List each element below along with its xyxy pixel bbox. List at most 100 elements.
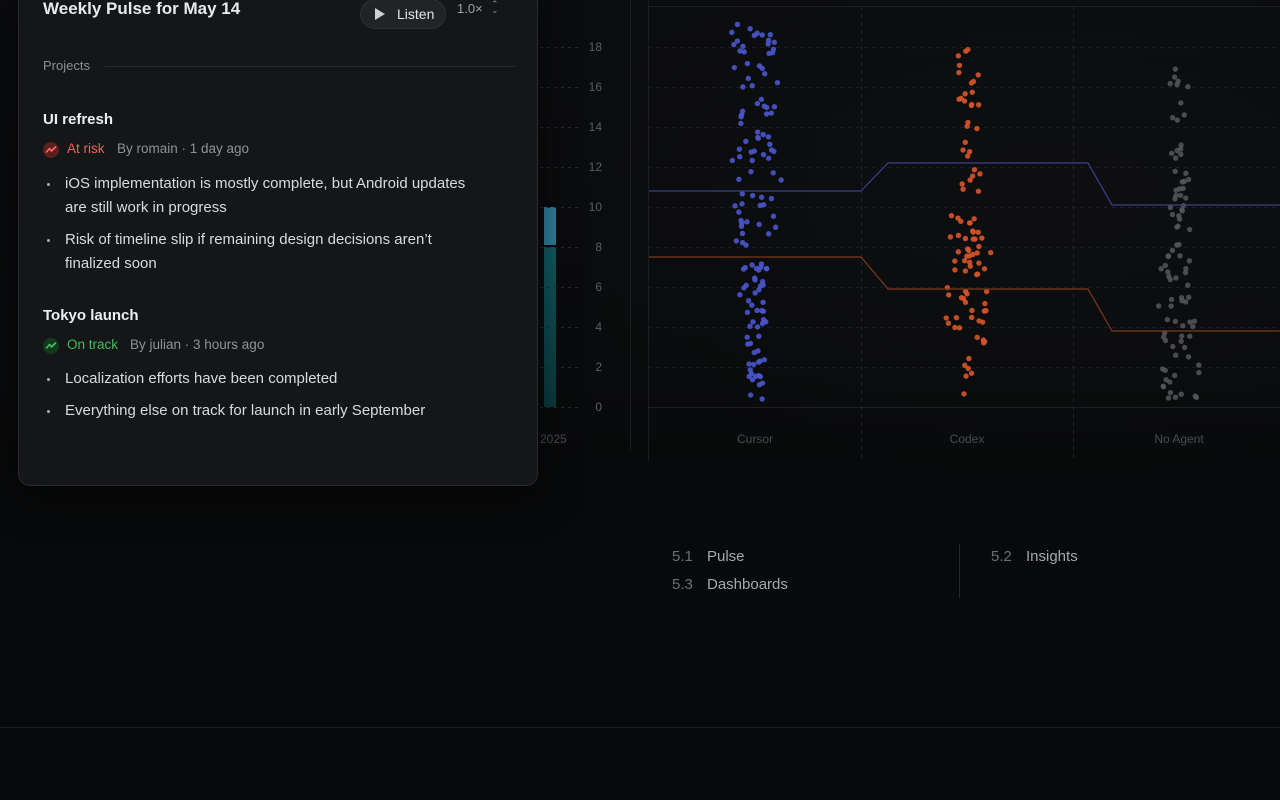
scatter-point [1158, 266, 1164, 272]
scatter-point [771, 104, 778, 110]
project-name[interactable]: Tokyo launch [43, 307, 139, 324]
scatter-point [960, 186, 966, 192]
scatter-point [1177, 253, 1183, 259]
scatter-point [749, 82, 755, 89]
chevron-up-down-icon[interactable]: ⌃ ⌄ [491, 0, 499, 15]
bullet-dot [47, 183, 50, 186]
project-name[interactable]: UI refresh [43, 111, 114, 128]
scatter-point [1172, 352, 1179, 358]
scatter-point [971, 216, 977, 222]
scatter-point [749, 157, 755, 164]
scatter-point [770, 213, 777, 219]
scatter-point [952, 324, 958, 331]
scatter-point [754, 100, 761, 107]
partial-x-label: 2025 [540, 432, 567, 446]
play-icon [375, 8, 385, 20]
scatter-point [972, 236, 978, 242]
scatter-point [1185, 294, 1192, 301]
scatter-point [968, 102, 975, 109]
scatter-point [744, 309, 751, 315]
scatter-point [736, 176, 742, 183]
scatter-point [1178, 142, 1184, 148]
scatter-point [739, 201, 745, 207]
scatter-point [1176, 216, 1183, 222]
scatter-point [1180, 185, 1186, 192]
scatter-point [1165, 269, 1171, 275]
scatter-point [1185, 176, 1192, 183]
scatter-point [1170, 343, 1176, 350]
scatter-point [771, 39, 778, 45]
playback-speed-select[interactable]: 1.0× [457, 1, 483, 16]
scatter-point [956, 69, 962, 76]
scatter-point [747, 367, 753, 373]
scatter-point [1169, 115, 1176, 121]
scatter-point [969, 89, 975, 95]
scatter-point [952, 258, 958, 264]
scatter-point [757, 358, 763, 364]
scatter-point [756, 63, 763, 69]
scatter-point [745, 341, 751, 347]
scatter-point [965, 365, 971, 372]
scatter-point [1181, 178, 1187, 185]
scatter-point [975, 102, 982, 108]
scatter-point [962, 235, 969, 242]
y-tick-label: 6 [595, 280, 602, 294]
status-badge: On track [67, 337, 119, 352]
scatter-point [736, 209, 742, 215]
scatter-point [751, 361, 757, 368]
scatter-point [1162, 262, 1169, 269]
scatter-point [987, 249, 994, 256]
scatter-point [968, 370, 975, 376]
scatter-point [752, 290, 758, 296]
nav-link-insights[interactable]: Insights [1026, 548, 1078, 565]
weekly-pulse-panel: Weekly Pulse for May 14 Listen 1.0× ⌃ ⌄ P… [18, 0, 538, 486]
scatter-point [1180, 323, 1186, 329]
scatter-point [759, 380, 766, 386]
background-glow [520, 0, 1280, 480]
scatter-point [756, 221, 762, 228]
scatter-point [756, 333, 762, 339]
scatter-point [745, 298, 752, 304]
scatter-point [974, 125, 980, 132]
scatter-point [1179, 206, 1185, 213]
scatter-point [754, 307, 760, 314]
scatter-point [1181, 344, 1188, 351]
scatter-point [1185, 354, 1192, 360]
scatter-point [967, 259, 973, 266]
scatter-point [1165, 253, 1172, 259]
y-tick-label: 0 [595, 400, 602, 414]
scatter-point [983, 307, 989, 314]
y-tick-label: 12 [588, 160, 602, 174]
scatter-point [962, 268, 969, 274]
scatter-point [765, 155, 772, 161]
scatter-point [1187, 333, 1193, 339]
scatter-point [751, 349, 757, 356]
scatter-point [943, 315, 949, 321]
scatter-point [1166, 273, 1172, 280]
scatter-point [764, 104, 770, 111]
scatter-point [1167, 80, 1173, 87]
plot-top-edge [648, 6, 1280, 7]
scatter-point [744, 60, 751, 67]
section-divider [105, 66, 515, 67]
scatter-point [964, 246, 971, 252]
scatter-point [1168, 303, 1174, 309]
scatter-point [1172, 394, 1179, 400]
scatter-point [968, 80, 975, 86]
scatter-point [956, 96, 962, 102]
status-badge: At risk [67, 141, 105, 156]
scatter-point [761, 357, 768, 363]
scatter-point [731, 64, 738, 71]
scatter-point [740, 84, 746, 90]
nav-link-dashboards[interactable]: Dashboards [707, 576, 788, 593]
scatter-point [1169, 211, 1176, 218]
listen-button[interactable]: Listen [360, 0, 446, 29]
scatter-point [948, 212, 955, 219]
scatter-point [1168, 296, 1175, 303]
nav-link-pulse[interactable]: Pulse [707, 548, 745, 565]
scatter-point [1167, 389, 1174, 396]
scatter-point [1160, 384, 1167, 390]
scatter-point [1172, 168, 1178, 175]
on-track-icon [43, 338, 59, 354]
scatter-point [758, 261, 765, 267]
